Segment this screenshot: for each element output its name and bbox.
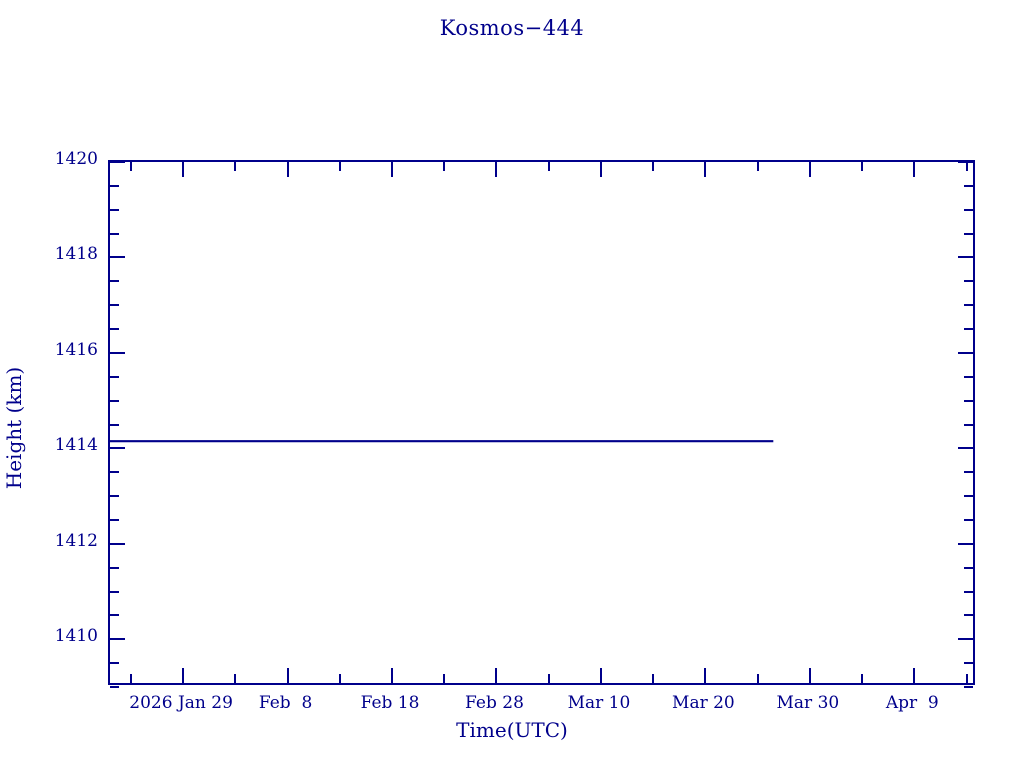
x-axis-tick-label: Mar 20 <box>672 693 735 713</box>
y-axis-major-tick <box>110 161 125 163</box>
x-axis-major-tick <box>704 668 707 683</box>
x-axis-top-minor-tick <box>443 162 446 171</box>
x-axis-tick-label: Feb 8 <box>258 693 313 713</box>
y-axis-right-minor-tick <box>964 375 973 378</box>
y-axis-tick-label: 1418 <box>54 244 98 265</box>
y-axis-tick-label: 1420 <box>54 149 98 169</box>
y-axis-major-tick <box>110 638 125 641</box>
x-axis-minor-tick <box>861 674 864 683</box>
x-axis-major-tick <box>495 668 498 683</box>
y-axis-right-minor-tick <box>964 423 973 426</box>
x-axis-top-major-tick <box>391 162 394 177</box>
x-axis-major-tick <box>391 668 394 683</box>
x-axis-tick-label: 2026 Jan 29 <box>129 693 233 713</box>
x-axis-top-major-tick <box>913 162 916 177</box>
x-axis-top-minor-tick <box>234 162 237 171</box>
y-axis-minor-tick <box>110 328 119 331</box>
y-axis-right-major-tick <box>958 447 973 450</box>
x-axis-tick-label: Mar 30 <box>776 693 840 713</box>
x-axis-major-tick <box>599 668 602 683</box>
y-axis-minor-tick <box>110 471 119 474</box>
y-axis-right-major-tick <box>958 351 973 354</box>
x-axis-major-tick <box>286 668 289 683</box>
x-axis-tick-label: Apr 9 <box>885 693 939 713</box>
y-axis-right-minor-tick <box>964 328 973 331</box>
x-axis-major-tick <box>182 668 185 683</box>
y-axis-right-major-tick <box>958 161 973 163</box>
x-axis-minor-tick <box>129 674 132 683</box>
y-axis-tick-label: 1414 <box>54 435 98 456</box>
y-axis-minor-tick <box>110 566 119 569</box>
y-axis-right-minor-tick <box>964 662 973 665</box>
x-axis-minor-tick <box>547 674 550 683</box>
x-axis-top-minor-tick <box>756 162 759 171</box>
y-axis-minor-tick <box>110 375 119 378</box>
y-axis-right-minor-tick <box>964 208 973 211</box>
x-axis-top-minor-tick <box>547 162 550 171</box>
y-axis-right-minor-tick <box>964 471 973 474</box>
y-axis-right-major-tick <box>958 638 973 641</box>
x-axis-top-minor-tick <box>338 162 341 171</box>
x-axis-minor-tick <box>234 674 237 683</box>
y-axis-right-minor-tick <box>964 590 973 593</box>
y-axis-right-minor-tick <box>964 184 973 187</box>
y-axis-right-minor-tick <box>964 518 973 521</box>
y-axis-right-minor-tick <box>964 304 973 307</box>
x-axis-top-minor-tick <box>652 162 655 171</box>
x-axis-top-major-tick <box>286 162 289 177</box>
y-axis-right-minor-tick <box>964 566 973 569</box>
data-series-layer <box>110 440 774 443</box>
y-axis-major-tick <box>110 542 125 545</box>
x-axis-minor-tick <box>338 674 341 683</box>
y-axis-right-minor-tick <box>964 399 973 402</box>
y-axis-minor-tick <box>110 518 119 521</box>
y-axis-minor-tick <box>110 686 119 688</box>
x-axis-top-major-tick <box>599 162 602 177</box>
y-axis-minor-tick <box>110 662 119 665</box>
plot-area <box>108 160 975 688</box>
y-axis-major-tick <box>110 447 125 450</box>
x-axis-minor-tick <box>965 674 968 683</box>
y-axis-minor-tick <box>110 208 119 211</box>
x-axis-title: Time(UTC) <box>456 718 568 742</box>
x-axis-top-major-tick <box>704 162 707 177</box>
x-axis-minor-tick <box>652 674 655 683</box>
x-axis-major-tick <box>808 668 811 683</box>
y-axis-major-tick <box>110 256 125 259</box>
y-axis-tick-label: 1416 <box>54 339 98 360</box>
y-axis-minor-tick <box>110 304 119 307</box>
chart-title: Kosmos−444 <box>439 16 585 40</box>
x-axis-minor-tick <box>756 674 759 683</box>
y-axis-right-major-tick <box>958 256 973 259</box>
y-axis-minor-tick <box>110 232 119 235</box>
x-axis-top-major-tick <box>808 162 811 177</box>
y-axis-tick-label: 1412 <box>54 530 98 551</box>
x-axis-minor-tick <box>443 674 446 683</box>
x-axis-tick-label: Mar 10 <box>567 693 631 713</box>
y-axis-minor-tick <box>110 614 119 617</box>
x-axis-top-major-tick <box>495 162 498 177</box>
x-axis-major-tick <box>913 668 916 683</box>
y-axis-right-major-tick <box>958 542 973 545</box>
x-axis-tick-label: Feb 28 <box>465 693 524 713</box>
y-axis-minor-tick <box>110 399 119 402</box>
y-axis-right-minor-tick <box>964 232 973 235</box>
y-axis-minor-tick <box>110 423 119 426</box>
x-axis-tick-label: Feb 18 <box>360 693 420 713</box>
y-axis-minor-tick <box>110 590 119 593</box>
x-axis-top-major-tick <box>182 162 185 177</box>
y-axis-right-minor-tick <box>964 686 973 688</box>
y-axis-minor-tick <box>110 495 119 498</box>
y-axis-right-minor-tick <box>964 280 973 283</box>
y-axis-major-tick <box>110 351 125 354</box>
y-axis-right-minor-tick <box>964 614 973 617</box>
x-axis-top-minor-tick <box>861 162 864 171</box>
y-axis-minor-tick <box>110 280 119 283</box>
x-axis-top-minor-tick <box>129 162 132 171</box>
y-axis-right-minor-tick <box>964 495 973 498</box>
x-axis-top-minor-tick <box>965 162 968 171</box>
y-axis-minor-tick <box>110 184 119 187</box>
y-axis-tick-label: 1410 <box>54 626 98 647</box>
